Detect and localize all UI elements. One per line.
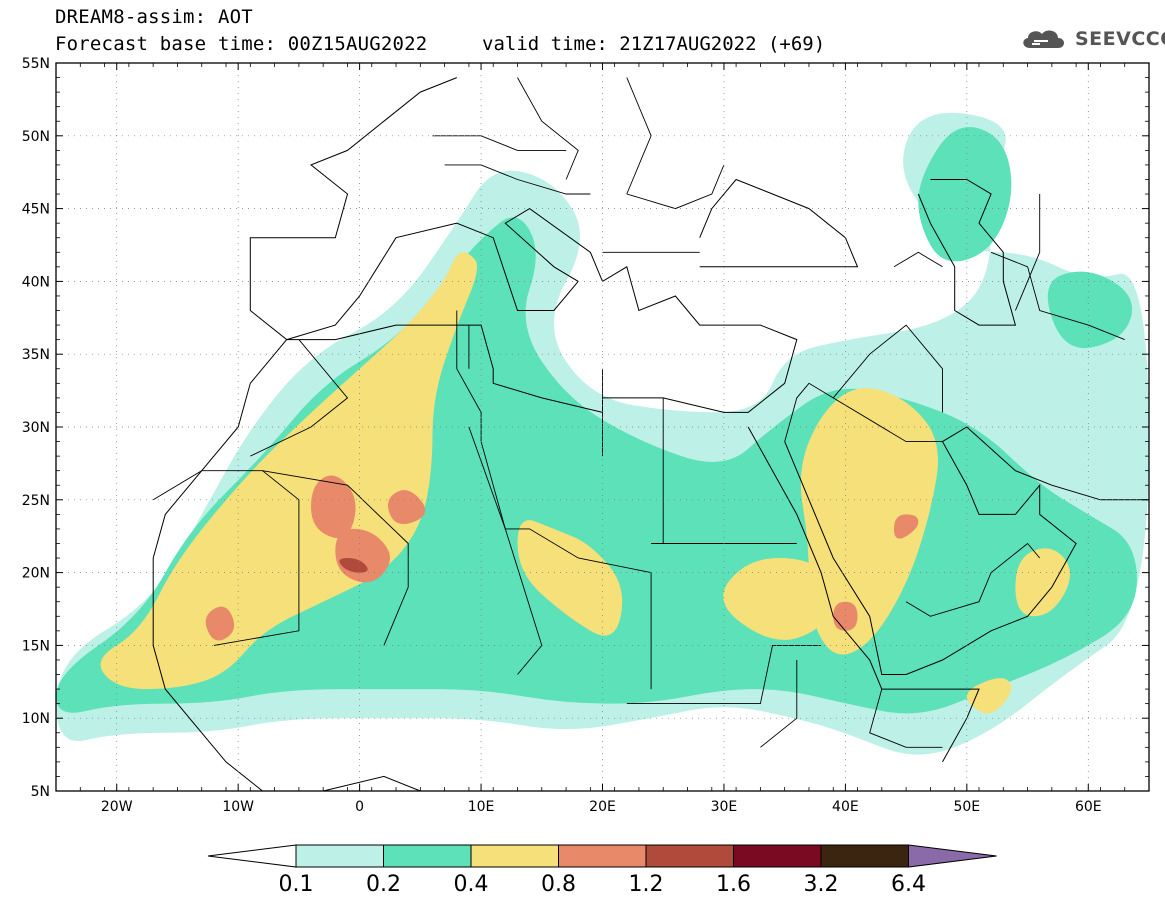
lon-tick-label: 20E [589,799,616,815]
aot-region-c3 [517,520,623,636]
lat-tick-label: 55N [22,56,50,72]
country-borders [152,77,1149,791]
country-border [468,426,652,690]
colorbar-level-label: 0.8 [541,872,576,897]
longitude-axis: 20W 10W 0 10E 20E 30E 40E 50E 60E [55,63,1150,815]
colorbar-level-label: 3.2 [804,872,839,897]
lon-tick-label: 20W [101,799,133,815]
lon-tick-label: 10E [468,799,495,815]
country-border [832,397,943,443]
lon-tick-label: 50E [953,799,980,815]
lon-tick-label: 30E [711,799,738,815]
aot-field [56,112,1149,755]
aot-region-c3 [800,388,938,655]
country-border [262,470,409,646]
aot-region-c2 [1047,271,1133,349]
country-border [152,470,263,501]
country-border [517,77,579,180]
country-border [626,77,652,195]
aot-region-c4 [387,490,426,525]
lat-tick-label: 5N [31,784,50,800]
coastline [784,426,1149,675]
country-border [432,135,567,151]
country-border [456,310,506,530]
colorbar-level-label: 0.1 [279,872,314,897]
logo-text: SEEVCCC [1075,28,1165,50]
colorbar-level-label: 1.6 [716,872,751,897]
map-title: DREAM8-assim: AOT [55,6,253,28]
country-border [905,542,1041,617]
country-border [626,164,725,210]
valid-time: valid time: 21Z17AUG2022 (+69) [482,33,826,55]
colorbar-level-label: 1.2 [629,872,664,897]
aot-region-c4 [205,606,235,641]
latitude-axis: 55N 50N 45N 40N 35N 30N 25N 20N 15N 10N 5N [22,56,1149,800]
colorbar-under-triangle [207,844,297,868]
colorbar-segment [733,844,822,868]
country-border [504,528,543,675]
country-border [444,164,591,195]
country-border [1014,194,1041,311]
colorbar-segment [383,844,472,868]
country-border [869,688,943,748]
aot-region-c5 [339,558,368,573]
lat-tick-label: 40N [22,274,50,290]
colorbar-segment [645,844,734,868]
coastline [152,77,457,559]
lon-tick-label: 40E [832,799,859,815]
aot-region-c2 [918,127,1012,262]
country-border [250,339,349,457]
aot-region-c4 [894,514,919,539]
country-border [893,251,943,268]
aot-region-c3 [1015,548,1071,617]
lon-tick-label: 60E [1075,799,1102,815]
lat-tick-label: 30N [22,420,50,436]
lat-tick-label: 45N [22,202,50,218]
lat-tick-label: 50N [22,129,50,145]
coastline [699,178,859,268]
colorbar-segment [558,844,647,868]
lon-tick-label: 0 [355,799,364,815]
coastline [286,208,798,414]
aot-region-c3 [966,678,1012,714]
lon-tick-label: 10W [222,799,254,815]
lat-tick-label: 15N [22,638,50,654]
colorbar: 0.1 0.2 0.4 0.8 1.2 1.6 3.2 6.4 [207,844,997,897]
country-border [832,324,943,413]
country-border [213,470,300,646]
colorbar-level-label: 6.4 [891,872,926,897]
lat-tick-label: 20N [22,566,50,582]
aot-region-c3 [100,252,478,690]
forecast-base-time: Forecast base time: 00Z15AUG2022 [55,33,428,55]
colorbar-segment [295,844,384,868]
country-border [760,660,798,748]
lat-tick-label: 25N [22,493,50,509]
colorbar-segment [470,844,559,868]
colorbar-segment [820,844,909,868]
lat-tick-label: 10N [22,711,50,727]
colorbar-level-label: 0.2 [366,872,401,897]
coastline [152,558,421,791]
lat-tick-label: 35N [22,347,50,363]
colorbar-over-triangle [908,844,997,868]
cloud-logo-icon [1023,30,1064,48]
country-border [990,251,1125,341]
country-border [784,382,834,442]
aot-region-c4 [311,475,356,539]
aot-region-c4 [833,601,858,631]
coastline [917,179,1017,326]
colorbar-level-label: 0.4 [454,872,489,897]
